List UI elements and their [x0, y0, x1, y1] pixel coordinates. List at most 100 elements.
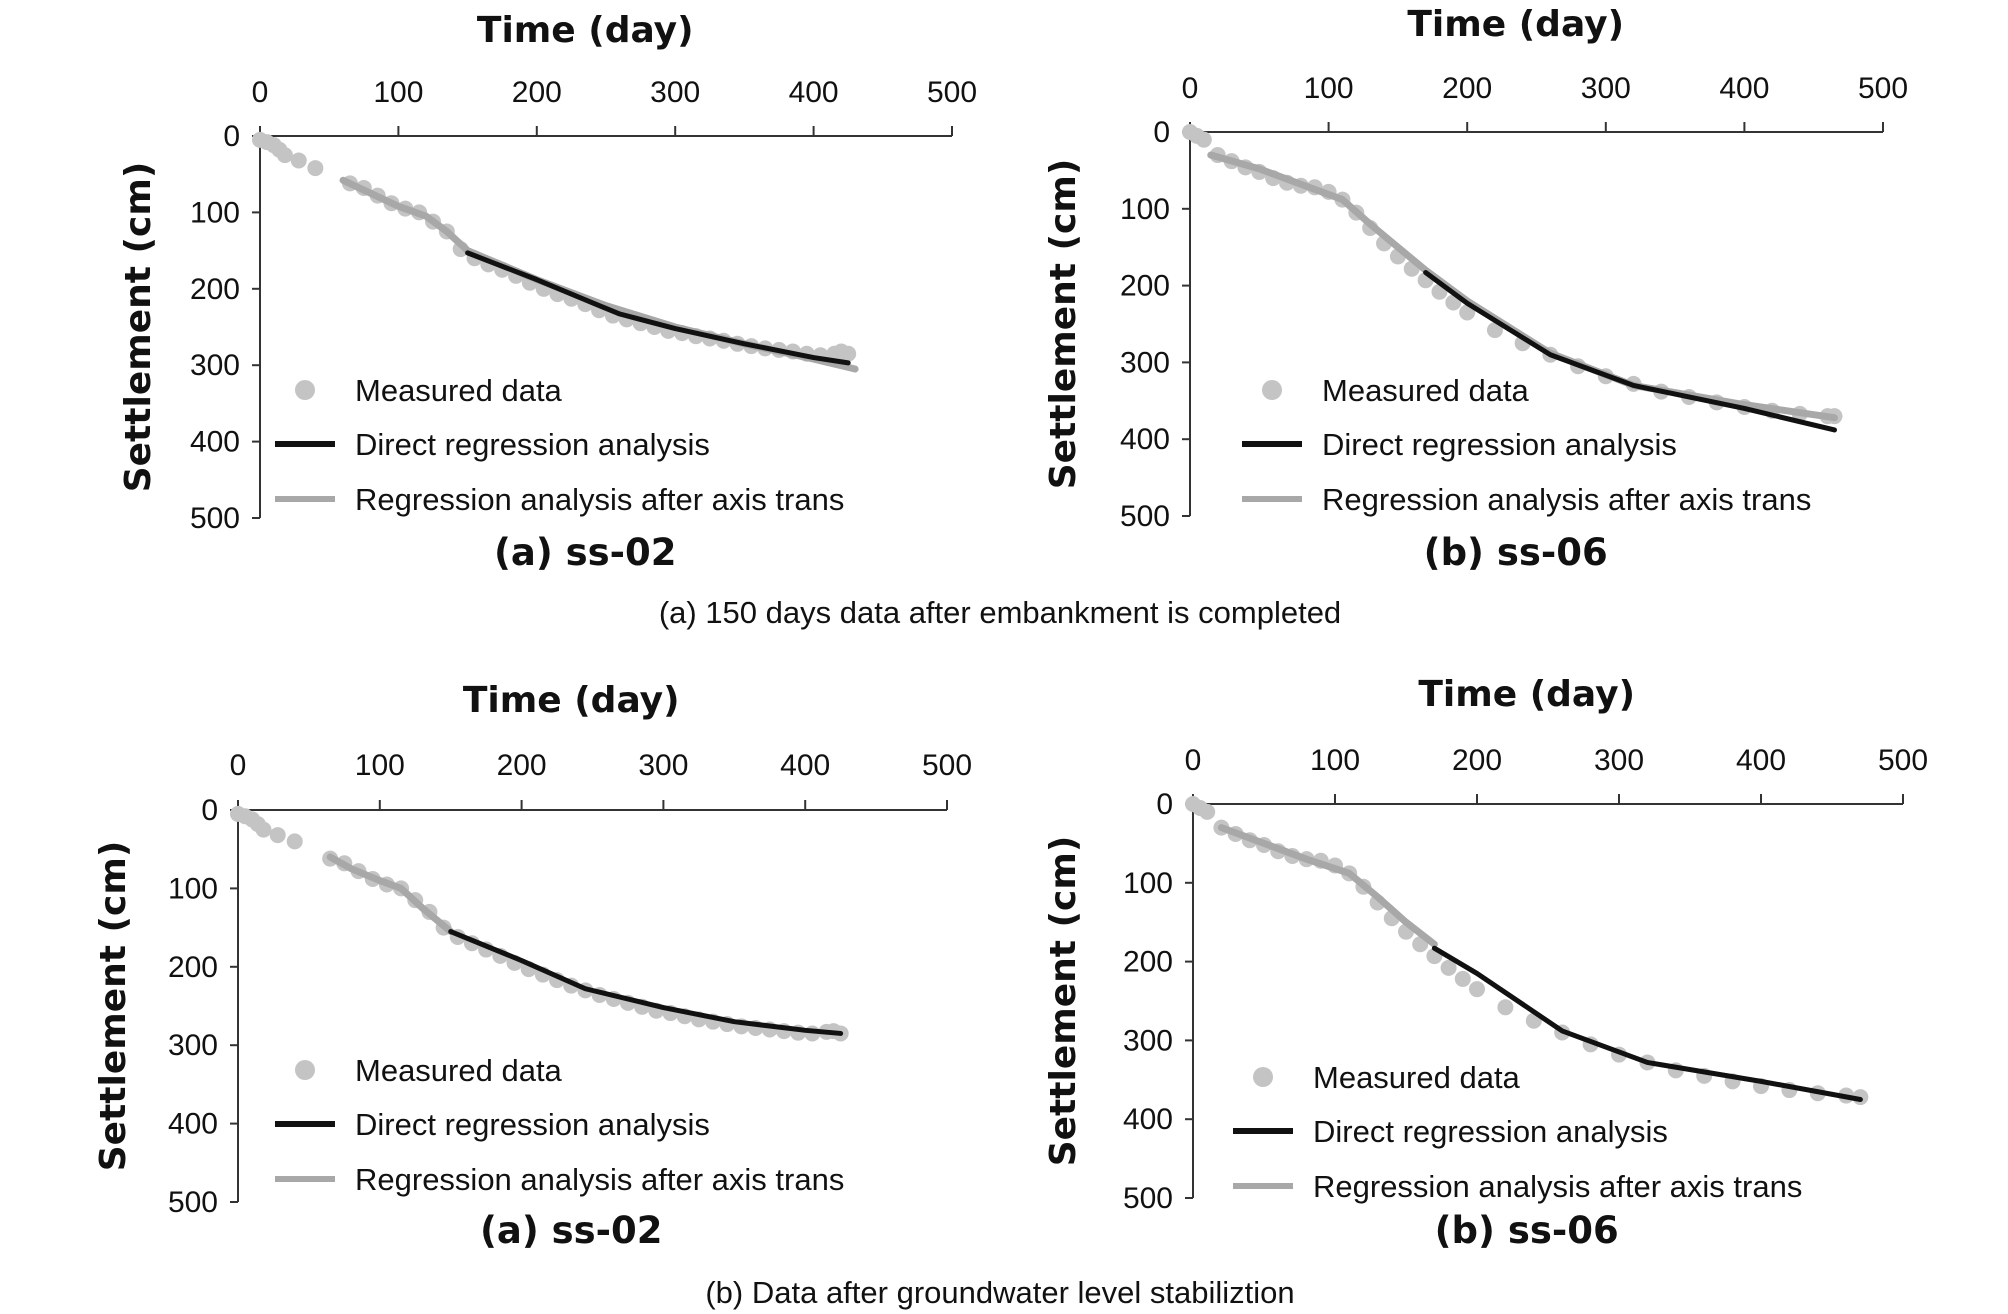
- y-tick-label: 500: [168, 1186, 218, 1219]
- direct-regression-line: [1431, 945, 1863, 1102]
- legend-marker-measured: [1262, 380, 1282, 400]
- x-tick-label: 300: [1581, 72, 1631, 105]
- chart-panel-3: Time (day) 0 100 200 300 400 500 0 100 200 300 400 5…: [93, 680, 972, 1252]
- legend-marker-measured: [1253, 1067, 1273, 1087]
- direct-regression-line: [465, 250, 851, 366]
- x-tick-label: 500: [1858, 72, 1908, 105]
- legend: Measured data Direct regression analysis R…: [275, 1053, 844, 1197]
- measured-point: [269, 827, 286, 844]
- y-tick-label: 0: [223, 120, 240, 153]
- x-tick-label: 100: [373, 76, 423, 109]
- y-tick-label: 0: [1153, 116, 1170, 149]
- chart-title: Time (day): [1418, 674, 1635, 715]
- x-tick-label: 0: [252, 76, 269, 109]
- x-tick-label: 100: [1310, 744, 1360, 777]
- chart-title: Time (day): [1407, 4, 1624, 45]
- legend-marker-measured: [295, 1060, 315, 1080]
- y-tick-label: 400: [168, 1108, 218, 1141]
- y-tick-label: 300: [1120, 346, 1170, 379]
- chart-panel-4: Time (day) 0 100 200 300 400 500 0 100 200 300 400 5…: [1043, 674, 1928, 1252]
- x-tick-label: 0: [1182, 72, 1199, 105]
- trans-regression-line: [326, 853, 455, 936]
- caption-bottom: (b) Data after groundwater level stabili…: [705, 1275, 1294, 1310]
- legend-label-direct: Direct regression analysis: [355, 427, 710, 462]
- y-tick-label: 500: [190, 502, 240, 535]
- measured-point: [286, 833, 303, 850]
- y-tick-label: 400: [1123, 1103, 1173, 1136]
- legend-label-trans: Regression analysis after axis trans: [355, 1162, 844, 1197]
- measured-point: [1454, 970, 1471, 987]
- legend-label-direct: Direct regression analysis: [355, 1107, 710, 1142]
- legend: Measured data Direct regression analysis R…: [1242, 373, 1811, 517]
- y-tick-label: 100: [1123, 867, 1173, 900]
- x-tick-label: 400: [789, 76, 839, 109]
- chart-subtitle: (a) ss-02: [480, 1209, 663, 1252]
- x-tick-label: 200: [497, 749, 547, 782]
- x-tick-label: 0: [230, 749, 247, 782]
- y-tick-label: 500: [1120, 500, 1170, 533]
- x-tick-label: 0: [1185, 744, 1202, 777]
- chart-panel-1: Time (day) 0 100 200 300 400 500 0 100 200 300 400 5…: [118, 10, 977, 574]
- measured-point: [1469, 981, 1485, 998]
- x-tick-label: 500: [1878, 744, 1928, 777]
- legend-marker-measured: [295, 380, 315, 400]
- direct-regression-line: [1423, 270, 1837, 433]
- legend-label-trans: Regression analysis after axis trans: [1313, 1169, 1802, 1204]
- legend-label-direct: Direct regression analysis: [1313, 1114, 1668, 1149]
- legend: Measured data Direct regression analysis R…: [275, 373, 844, 517]
- x-tick-label: 400: [1719, 72, 1769, 105]
- legend-label-trans: Regression analysis after axis trans: [355, 482, 844, 517]
- legend-label-direct: Direct regression analysis: [1322, 427, 1677, 462]
- y-tick-label: 0: [1156, 788, 1173, 821]
- y-axis-title: Settlement (cm): [1043, 159, 1084, 490]
- x-tick-label: 400: [780, 749, 830, 782]
- y-tick-label: 200: [1120, 270, 1170, 303]
- y-tick-label: 500: [1123, 1182, 1173, 1215]
- chart-title: Time (day): [463, 680, 680, 721]
- x-tick-label: 500: [927, 76, 977, 109]
- measured-point: [1486, 322, 1503, 339]
- x-tick-label: 100: [1304, 72, 1354, 105]
- x-tick-label: 300: [1594, 744, 1644, 777]
- y-tick-label: 200: [190, 273, 240, 306]
- trans-regression-line: [1217, 824, 1438, 948]
- x-tick-label: 200: [512, 76, 562, 109]
- x-tick-label: 400: [1736, 744, 1786, 777]
- y-tick-label: 100: [1120, 193, 1170, 226]
- x-tick-label: 100: [355, 749, 405, 782]
- measured-point: [1440, 959, 1457, 976]
- y-tick-label: 300: [168, 1029, 218, 1062]
- legend-label-trans: Regression analysis after axis trans: [1322, 482, 1811, 517]
- measured-point: [290, 152, 307, 169]
- y-tick-label: 400: [1120, 423, 1170, 456]
- y-tick-label: 300: [190, 349, 240, 382]
- legend-label-measured: Measured data: [355, 1053, 563, 1088]
- chart-subtitle: (b) ss-06: [1424, 531, 1608, 574]
- x-tick-label: 500: [922, 749, 972, 782]
- chart-subtitle: (a) ss-02: [494, 531, 677, 574]
- chart-title: Time (day): [477, 10, 694, 51]
- measured-point: [840, 345, 857, 362]
- x-tick-label: 200: [1452, 744, 1502, 777]
- x-tick-label: 300: [650, 76, 700, 109]
- legend-label-measured: Measured data: [1322, 373, 1530, 408]
- y-tick-label: 100: [190, 196, 240, 229]
- measured-point: [255, 821, 272, 838]
- legend: Measured data Direct regression analysis R…: [1233, 1060, 1802, 1204]
- measured-point: [1199, 803, 1216, 820]
- measured-point: [1195, 131, 1212, 148]
- x-tick-label: 300: [638, 749, 688, 782]
- x-tick-label: 200: [1442, 72, 1492, 105]
- y-tick-label: 300: [1123, 1024, 1173, 1057]
- y-axis-title: Settlement (cm): [118, 162, 159, 493]
- y-axis-title: Settlement (cm): [93, 841, 134, 1172]
- measured-point: [276, 147, 293, 164]
- y-tick-label: 400: [190, 426, 240, 459]
- legend-label-measured: Measured data: [1313, 1060, 1521, 1095]
- y-tick-label: 0: [201, 794, 218, 827]
- caption-top: (a) 150 days data after embankment is co…: [659, 595, 1341, 630]
- direct-regression-line: [448, 929, 844, 1036]
- y-axis-title: Settlement (cm): [1043, 836, 1084, 1167]
- chart-panel-2: Time (day) 0 100 200 300 400 500 0 100 200 300 400 5…: [1043, 4, 1908, 574]
